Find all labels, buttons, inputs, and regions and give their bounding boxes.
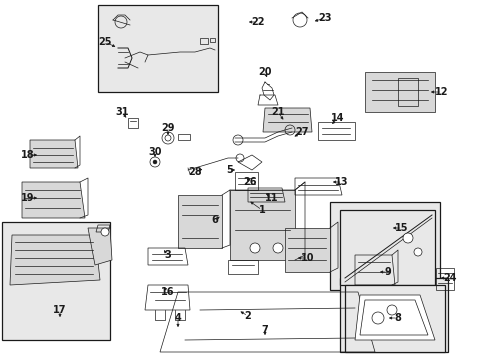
Text: 29: 29: [161, 123, 174, 133]
Text: 8: 8: [394, 313, 401, 323]
Text: 10: 10: [301, 253, 314, 263]
Bar: [178, 134, 190, 140]
Circle shape: [272, 243, 283, 253]
Text: 13: 13: [335, 177, 348, 187]
Circle shape: [371, 312, 383, 324]
Text: 24: 24: [442, 273, 456, 283]
Polygon shape: [88, 228, 112, 265]
Text: 11: 11: [264, 193, 278, 203]
Text: 14: 14: [330, 113, 344, 123]
Polygon shape: [22, 182, 85, 218]
Polygon shape: [30, 140, 78, 168]
Bar: [329, 202, 439, 290]
Text: 19: 19: [21, 193, 35, 203]
Text: 2: 2: [244, 311, 251, 321]
Text: 18: 18: [21, 150, 35, 160]
Text: 4: 4: [174, 313, 181, 323]
Circle shape: [101, 228, 109, 236]
Polygon shape: [178, 195, 222, 248]
Bar: [435, 268, 453, 290]
Bar: [209, 38, 215, 42]
Text: 30: 30: [148, 147, 162, 157]
Text: 26: 26: [243, 177, 256, 187]
Text: 22: 22: [251, 17, 264, 27]
Text: 17: 17: [53, 305, 67, 315]
Circle shape: [413, 248, 421, 256]
Text: 12: 12: [434, 87, 448, 97]
Text: 23: 23: [318, 13, 331, 23]
Text: 3: 3: [164, 250, 171, 260]
Polygon shape: [263, 108, 311, 132]
Text: 28: 28: [188, 167, 202, 177]
Text: 6: 6: [211, 215, 218, 225]
Polygon shape: [364, 72, 434, 112]
Polygon shape: [229, 190, 294, 260]
Text: 16: 16: [161, 287, 174, 297]
Polygon shape: [354, 295, 434, 340]
Bar: [128, 118, 138, 128]
Text: 27: 27: [295, 127, 308, 137]
Circle shape: [249, 243, 260, 253]
Text: 7: 7: [261, 325, 268, 335]
Bar: [98, 5, 218, 92]
Bar: [397, 78, 417, 106]
Text: 15: 15: [394, 223, 408, 233]
Bar: [339, 278, 447, 352]
Circle shape: [386, 305, 396, 315]
Bar: [200, 38, 207, 44]
Circle shape: [402, 233, 412, 243]
Text: 31: 31: [115, 107, 128, 117]
Text: 9: 9: [384, 267, 390, 277]
Polygon shape: [10, 235, 100, 285]
Bar: [2, 222, 110, 340]
Text: 21: 21: [271, 107, 284, 117]
Text: 25: 25: [98, 37, 112, 47]
Text: 20: 20: [258, 67, 271, 77]
Circle shape: [153, 160, 157, 164]
Polygon shape: [285, 228, 329, 272]
Text: 5: 5: [226, 165, 233, 175]
Polygon shape: [339, 210, 434, 285]
Text: 1: 1: [258, 205, 265, 215]
Polygon shape: [345, 285, 444, 352]
